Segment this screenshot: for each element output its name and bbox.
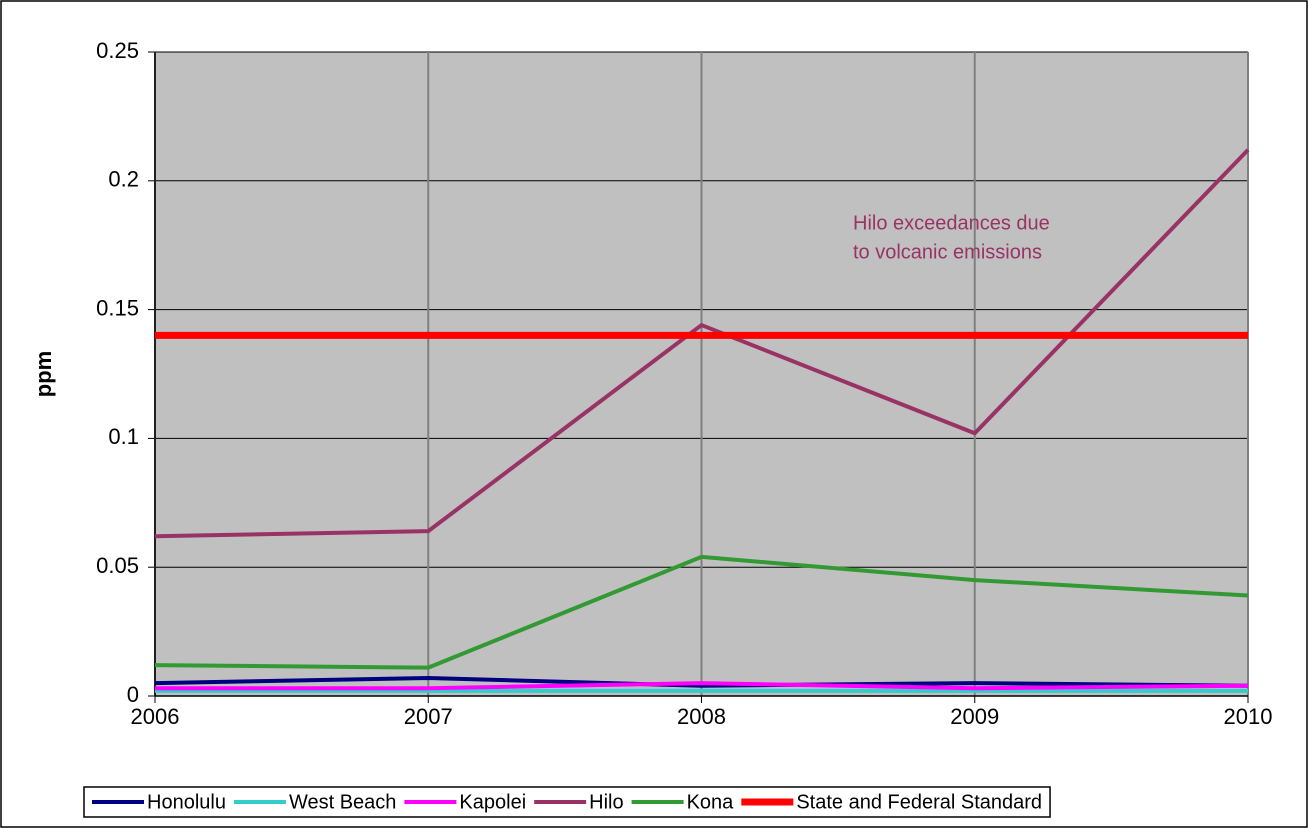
y-axis-label: ppm	[31, 351, 56, 397]
y-tick-label: 0.15	[96, 295, 139, 320]
x-tick-label: 2006	[131, 704, 180, 729]
y-tick-label: 0.2	[108, 167, 139, 192]
legend-label: Kona	[687, 791, 735, 813]
legend-label: State and Federal Standard	[796, 791, 1042, 813]
x-tick-label: 2009	[950, 704, 999, 729]
y-tick-label: 0.05	[96, 553, 139, 578]
y-tick-label: 0	[127, 682, 139, 707]
y-tick-label: 0.1	[108, 424, 139, 449]
series-line	[154, 675, 1249, 688]
legend-label: West Beach	[289, 791, 396, 813]
legend-label: Honolulu	[147, 791, 226, 813]
legend-label: Hilo	[589, 791, 623, 813]
y-tick-label: 0.25	[96, 38, 139, 63]
series-line	[155, 681, 1249, 691]
series-line	[154, 554, 1249, 670]
x-tick-label: 2007	[404, 704, 453, 729]
annotation: Hilo exceedances due	[853, 212, 1050, 234]
legend-label: Kapolei	[459, 791, 526, 813]
x-tick-label: 2010	[1224, 704, 1273, 729]
annotation: to volcanic emissions	[853, 241, 1042, 263]
x-tick-label: 2008	[677, 704, 726, 729]
